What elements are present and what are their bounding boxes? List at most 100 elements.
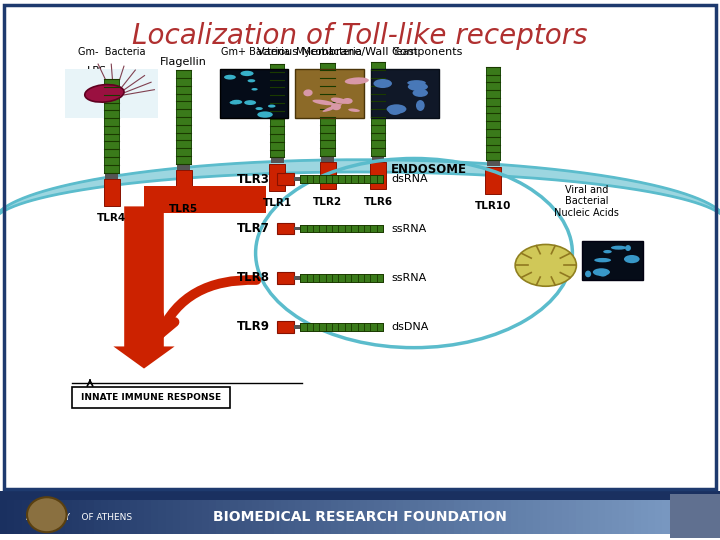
Bar xyxy=(619,491,626,534)
Ellipse shape xyxy=(248,79,256,82)
Bar xyxy=(485,166,501,193)
Ellipse shape xyxy=(389,107,401,115)
Bar xyxy=(371,69,439,118)
Bar xyxy=(29,491,36,534)
Ellipse shape xyxy=(594,258,611,262)
Bar xyxy=(277,321,294,333)
Ellipse shape xyxy=(244,100,256,105)
Bar xyxy=(277,272,294,284)
Bar xyxy=(706,491,713,534)
Bar xyxy=(216,491,223,534)
Bar xyxy=(691,491,698,534)
Bar xyxy=(65,69,158,118)
Bar xyxy=(482,491,490,534)
Bar xyxy=(101,491,108,534)
Bar xyxy=(94,491,101,534)
Bar xyxy=(446,491,454,534)
Ellipse shape xyxy=(230,100,239,105)
Text: ACADEMY    OF ATHENS: ACADEMY OF ATHENS xyxy=(26,512,132,522)
Bar xyxy=(338,491,346,534)
Bar xyxy=(677,491,684,534)
Text: LPS: LPS xyxy=(87,66,107,76)
Ellipse shape xyxy=(256,107,263,110)
Bar xyxy=(277,173,294,185)
Text: Gm+ Bacteria: Gm+ Bacteria xyxy=(221,46,290,57)
Bar xyxy=(14,491,22,534)
Text: TLR2: TLR2 xyxy=(313,197,342,207)
Bar xyxy=(209,491,216,534)
Ellipse shape xyxy=(348,109,360,112)
Bar xyxy=(295,491,302,534)
Bar xyxy=(176,70,191,164)
Bar xyxy=(104,179,120,206)
Bar xyxy=(684,491,691,534)
Ellipse shape xyxy=(240,71,253,76)
Text: TLR4: TLR4 xyxy=(97,213,126,224)
Ellipse shape xyxy=(268,105,276,107)
Bar xyxy=(86,491,94,534)
Bar xyxy=(526,491,533,534)
Bar xyxy=(487,160,500,166)
Text: ENDOSOME: ENDOSOME xyxy=(390,164,467,177)
Ellipse shape xyxy=(624,255,639,263)
Bar xyxy=(655,491,662,534)
Ellipse shape xyxy=(413,89,428,97)
Bar xyxy=(7,491,14,534)
Text: ssRNA: ssRNA xyxy=(392,273,427,282)
Bar xyxy=(176,170,192,197)
Bar xyxy=(166,491,173,534)
Text: TLR10: TLR10 xyxy=(475,201,511,211)
Bar xyxy=(670,494,720,538)
Ellipse shape xyxy=(331,98,347,104)
Bar xyxy=(569,491,576,534)
Bar xyxy=(317,491,324,534)
Bar xyxy=(294,227,300,231)
Bar xyxy=(331,491,338,534)
Bar xyxy=(321,156,334,162)
Bar xyxy=(230,491,238,534)
Bar xyxy=(72,387,230,408)
Bar xyxy=(72,491,79,534)
Ellipse shape xyxy=(593,268,610,276)
Bar xyxy=(590,491,598,534)
Bar xyxy=(374,491,382,534)
Bar xyxy=(310,491,317,534)
Ellipse shape xyxy=(231,100,242,104)
Ellipse shape xyxy=(516,245,577,286)
Bar xyxy=(238,491,245,534)
Bar xyxy=(425,491,432,534)
Bar xyxy=(713,491,720,534)
Bar xyxy=(288,491,295,534)
Bar xyxy=(300,323,383,330)
Bar xyxy=(277,222,294,234)
Ellipse shape xyxy=(312,99,334,105)
Bar xyxy=(518,491,526,534)
Bar xyxy=(626,491,634,534)
Text: TLR9: TLR9 xyxy=(237,320,270,333)
Ellipse shape xyxy=(251,88,258,91)
Bar xyxy=(475,491,482,534)
Bar xyxy=(461,491,468,534)
Bar xyxy=(353,491,360,534)
Bar xyxy=(202,491,209,534)
Bar xyxy=(410,491,418,534)
Bar xyxy=(641,491,648,534)
Text: TLR6: TLR6 xyxy=(364,197,392,207)
Ellipse shape xyxy=(416,100,425,111)
Text: Various Membrane/Wall Components: Various Membrane/Wall Components xyxy=(257,48,463,57)
Text: Gm-  Bacteria: Gm- Bacteria xyxy=(78,46,145,57)
Bar xyxy=(612,491,619,534)
Bar xyxy=(104,79,119,173)
Bar xyxy=(137,491,144,534)
Bar xyxy=(295,69,364,118)
Text: Yeast: Yeast xyxy=(392,46,418,57)
Bar xyxy=(598,491,605,534)
Ellipse shape xyxy=(331,103,341,110)
Bar xyxy=(468,491,475,534)
Bar xyxy=(533,491,540,534)
Bar xyxy=(454,491,461,534)
Ellipse shape xyxy=(408,80,426,85)
Bar xyxy=(115,491,122,534)
Text: TLR8: TLR8 xyxy=(237,271,270,284)
Bar xyxy=(511,491,518,534)
